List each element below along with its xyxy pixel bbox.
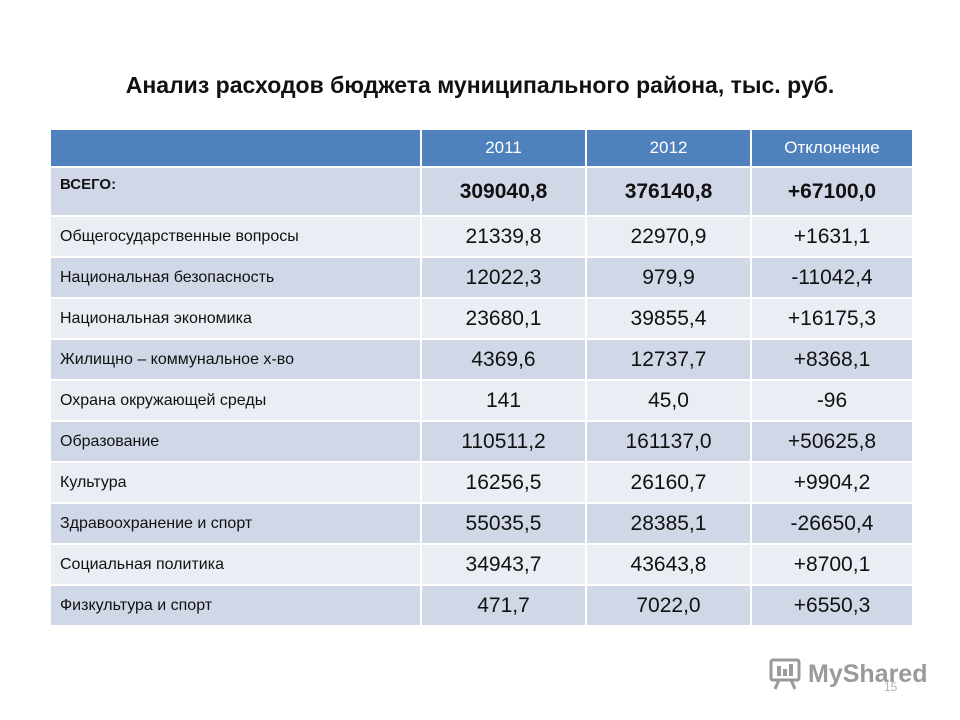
value-2011: 16256,5 <box>422 463 585 502</box>
row-label: Физкультура и спорт <box>51 586 420 625</box>
value-deviation: +50625,8 <box>752 422 912 461</box>
value-2011: 34943,7 <box>422 545 585 584</box>
value-2011: 309040,8 <box>422 168 585 215</box>
budget-table: 2011 2012 Отклонение ВСЕГО: 309040,8 37614… <box>49 128 914 627</box>
value-2012: 12737,7 <box>587 340 750 379</box>
value-deviation: +6550,3 <box>752 586 912 625</box>
value-2011: 23680,1 <box>422 299 585 338</box>
value-deviation: +1631,1 <box>752 217 912 256</box>
row-label: Охрана окружающей среды <box>51 381 420 420</box>
table-row-total: ВСЕГО: 309040,8 376140,8 +67100,0 <box>51 168 912 215</box>
value-2012: 376140,8 <box>587 168 750 215</box>
value-2012: 39855,4 <box>587 299 750 338</box>
header-2012: 2012 <box>587 130 750 166</box>
row-label: Образование <box>51 422 420 461</box>
table-row: Национальная экономика 23680,1 39855,4 +161… <box>51 299 912 338</box>
table-row: Социальная политика 34943,7 43643,8 +8700,1 <box>51 545 912 584</box>
table-row: Общегосударственные вопросы 21339,8 22970,… <box>51 217 912 256</box>
table-row: Национальная безопасность 12022,3 979,9 -11… <box>51 258 912 297</box>
table-row: Здравоохранение и спорт 55035,5 28385,1 -26… <box>51 504 912 543</box>
value-2012: 26160,7 <box>587 463 750 502</box>
slide-title: Анализ расходов бюджета муниципального р… <box>125 72 835 98</box>
header-2011: 2011 <box>422 130 585 166</box>
row-label: Социальная политика <box>51 545 420 584</box>
value-2011: 141 <box>422 381 585 420</box>
table-row: Охрана окружающей среды 141 45,0 -96 <box>51 381 912 420</box>
value-2012: 45,0 <box>587 381 750 420</box>
value-2012: 43643,8 <box>587 545 750 584</box>
value-2012: 28385,1 <box>587 504 750 543</box>
row-label: Здравоохранение и спорт <box>51 504 420 543</box>
value-2011: 55035,5 <box>422 504 585 543</box>
row-label: Жилищно – коммунальное х-во <box>51 340 420 379</box>
value-2012: 22970,9 <box>587 217 750 256</box>
watermark-text: MyShared <box>808 659 928 688</box>
value-2011: 21339,8 <box>422 217 585 256</box>
value-2011: 12022,3 <box>422 258 585 297</box>
row-label: Национальная экономика <box>51 299 420 338</box>
table-row: Образование 110511,2 161137,0 +50625,8 <box>51 422 912 461</box>
value-deviation: +9904,2 <box>752 463 912 502</box>
value-2011: 4369,6 <box>422 340 585 379</box>
value-2012: 979,9 <box>587 258 750 297</box>
row-label: Общегосударственные вопросы <box>51 217 420 256</box>
value-deviation: +67100,0 <box>752 168 912 215</box>
table-row: Культура 16256,5 26160,7 +9904,2 <box>51 463 912 502</box>
row-label: Национальная безопасность <box>51 258 420 297</box>
value-2012: 7022,0 <box>587 586 750 625</box>
value-deviation: +8700,1 <box>752 545 912 584</box>
value-deviation: +16175,3 <box>752 299 912 338</box>
presentation-board-icon <box>768 657 802 691</box>
header-deviation: Отклонение <box>752 130 912 166</box>
value-2012: 161137,0 <box>587 422 750 461</box>
value-deviation: +8368,1 <box>752 340 912 379</box>
value-deviation: -26650,4 <box>752 504 912 543</box>
table-row: Физкультура и спорт 471,7 7022,0 +6550,3 <box>51 586 912 625</box>
row-label: Культура <box>51 463 420 502</box>
page-number: 15 <box>884 680 898 694</box>
value-2011: 110511,2 <box>422 422 585 461</box>
table-header-row: 2011 2012 Отклонение <box>51 130 912 166</box>
value-2011: 471,7 <box>422 586 585 625</box>
watermark: MyShared <box>768 657 927 691</box>
table-row: Жилищно – коммунальное х-во 4369,6 12737,7… <box>51 340 912 379</box>
row-label: ВСЕГО: <box>51 168 420 215</box>
header-label-column <box>51 130 420 166</box>
value-deviation: -11042,4 <box>752 258 912 297</box>
value-deviation: -96 <box>752 381 912 420</box>
